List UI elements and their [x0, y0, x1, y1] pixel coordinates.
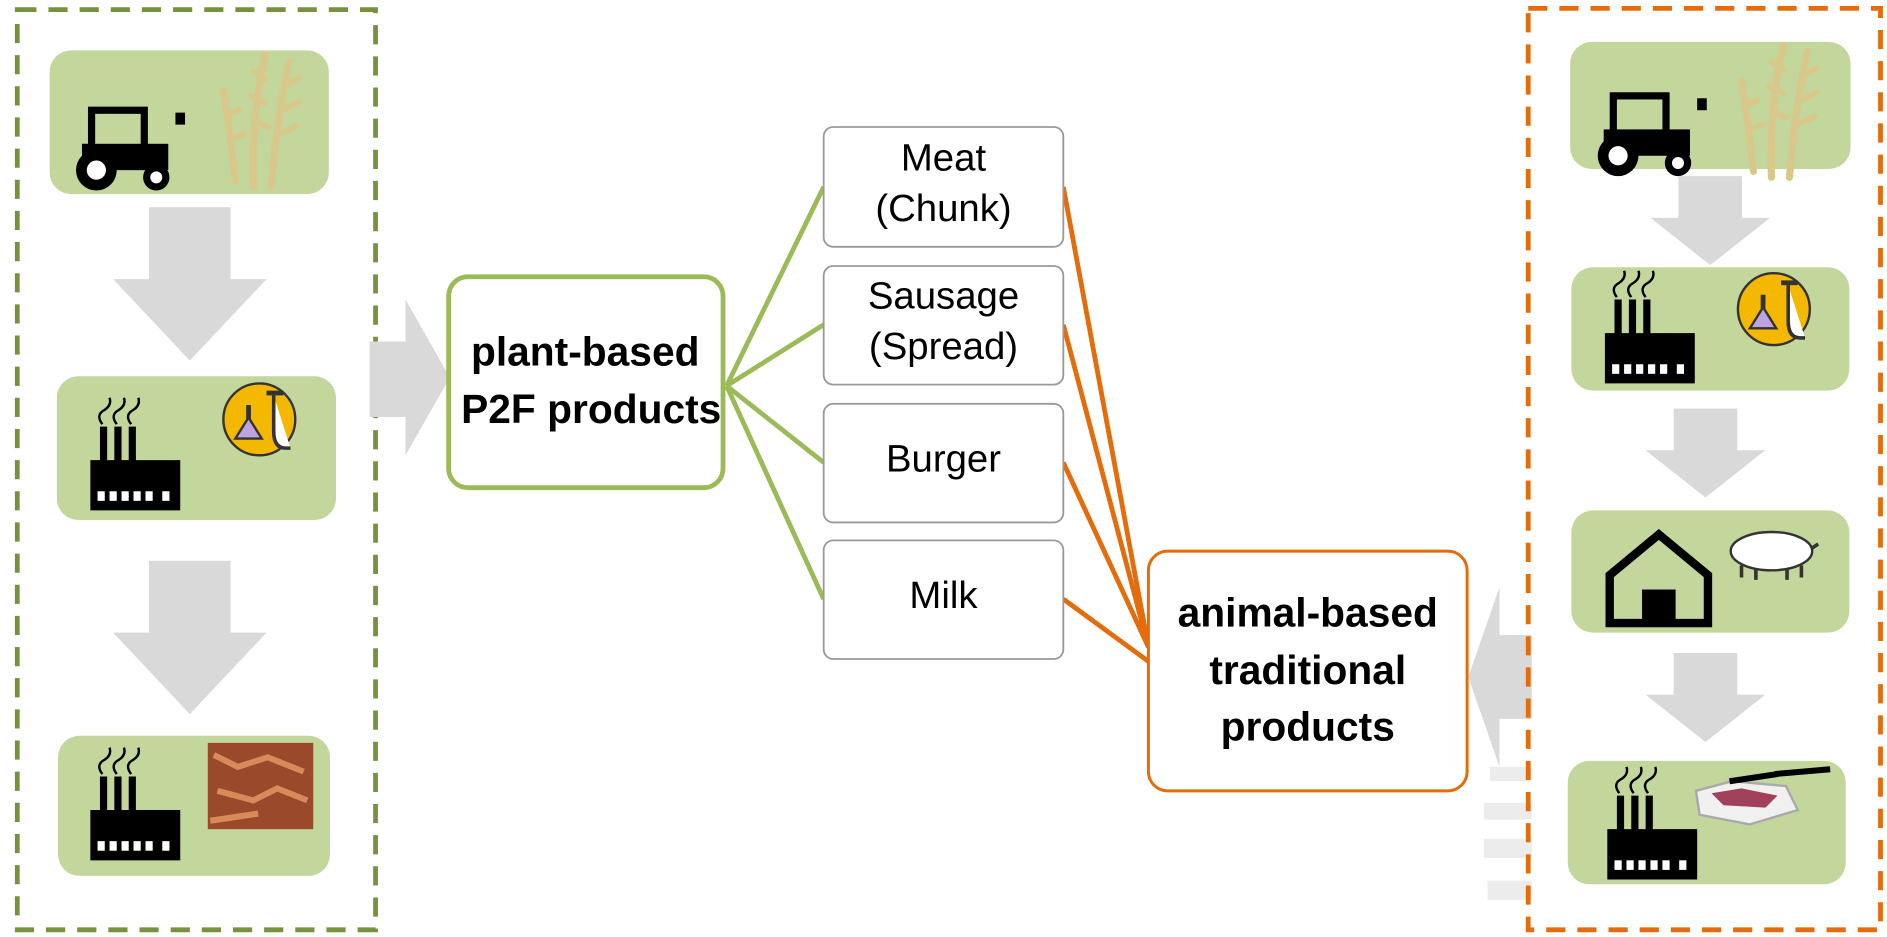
arrow-down	[113, 560, 267, 715]
node-label: Sausage	[868, 274, 1019, 317]
lab-icon	[221, 381, 298, 458]
arrow-down	[1645, 653, 1766, 742]
plant-based-box	[446, 274, 726, 491]
arrow-down	[1650, 176, 1771, 266]
product-box	[822, 539, 1065, 660]
arrow-down	[1645, 408, 1766, 498]
node-label: Milk	[909, 574, 978, 617]
lab-icon	[1736, 271, 1812, 347]
node-label: plant-based	[471, 328, 700, 374]
node-label: P2F products	[461, 386, 721, 432]
product-box	[822, 126, 1065, 248]
arrow-down	[113, 207, 267, 361]
node-label: animal-based	[1178, 590, 1438, 636]
barn-icon	[1605, 528, 1713, 628]
animal-based-box	[1146, 549, 1469, 793]
orange-connectors	[1060, 186, 1151, 664]
node-label: Burger	[886, 437, 1001, 480]
animal-chain-frame	[1525, 5, 1883, 933]
arrow-left	[1468, 587, 1532, 767]
product-box	[822, 402, 1065, 524]
arrow-right	[369, 299, 450, 456]
node-label: (Chunk)	[875, 187, 1011, 230]
node-label: Meat	[901, 137, 987, 180]
pig-icon	[1729, 530, 1814, 572]
node-label: products	[1221, 703, 1395, 749]
product-box	[822, 265, 1065, 386]
green-connectors	[724, 185, 826, 601]
plant-chain-frame	[14, 7, 378, 933]
node-label: (Spread)	[869, 325, 1018, 368]
node-label: traditional	[1209, 647, 1406, 693]
